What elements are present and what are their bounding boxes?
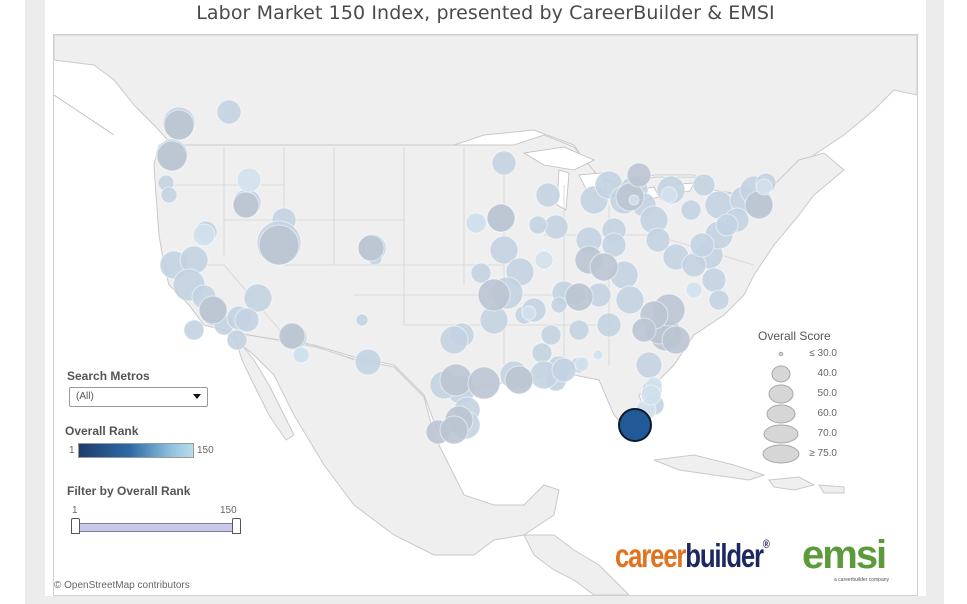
rank-legend-min: 1 xyxy=(69,445,75,456)
metro-bubbles xyxy=(155,99,777,445)
score-legend-item: 50.0 xyxy=(817,388,837,399)
filter-rank-max: 150 xyxy=(220,505,237,516)
emsi-tagline: a careerbuilder company xyxy=(834,577,890,583)
careerbuilder-logo[interactable]: careerbuilder® xyxy=(615,537,770,575)
emsi-logo[interactable]: emsi xyxy=(802,533,887,577)
rank-filter-slider[interactable] xyxy=(76,523,236,532)
rank-legend-max: 150 xyxy=(197,445,214,456)
chevron-down-icon xyxy=(193,394,201,399)
scrollbar-track[interactable] xyxy=(926,0,944,604)
score-legend-bubbles xyxy=(762,351,800,464)
search-metros-value: (All) xyxy=(76,391,94,402)
score-legend-item: ≥ 75.0 xyxy=(809,448,837,459)
careerbuilder-logo-career: career xyxy=(615,537,686,574)
search-metros-label: Search Metros xyxy=(67,369,150,383)
careerbuilder-logo-builder: builder xyxy=(685,537,764,574)
rank-filter-handle-max[interactable] xyxy=(232,518,241,534)
filter-rank-label: Filter by Overall Rank xyxy=(67,484,191,498)
score-legend-item: 60.0 xyxy=(817,408,837,419)
filter-rank-min: 1 xyxy=(72,505,78,516)
map-view[interactable]: Search Metros (All) Overall Rank 1 150 F… xyxy=(53,34,918,596)
score-legend-item: ≤ 30.0 xyxy=(809,348,837,359)
rank-color-gradient xyxy=(78,443,194,458)
map-canvas xyxy=(54,35,917,595)
map-attribution[interactable]: © OpenStreetMap contributors xyxy=(54,580,190,591)
search-metros-dropdown[interactable]: (All) xyxy=(69,387,208,407)
overall-rank-label: Overall Rank xyxy=(65,424,139,438)
overall-score-title: Overall Score xyxy=(758,329,831,343)
rank-filter-handle-min[interactable] xyxy=(71,518,80,534)
score-legend-item: 70.0 xyxy=(817,428,837,439)
bottom-margin-band xyxy=(25,596,944,604)
highlighted-metro-bubble xyxy=(618,408,652,442)
score-legend-item: 40.0 xyxy=(817,368,837,379)
left-margin-band xyxy=(25,0,45,604)
registered-mark: ® xyxy=(762,537,770,551)
dashboard-title: Labor Market 150 Index, presented by Car… xyxy=(196,2,775,24)
